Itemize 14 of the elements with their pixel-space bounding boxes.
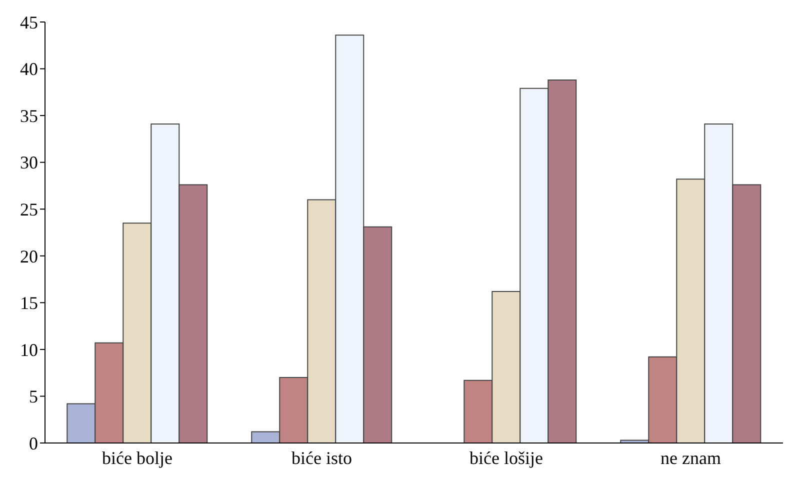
y-tick-label: 30	[20, 152, 38, 173]
y-tick-label: 5	[29, 386, 38, 407]
x-tick-label: ne znam	[660, 448, 721, 468]
x-tick-label: biće bolje	[102, 448, 172, 468]
y-tick-label: 15	[20, 293, 38, 314]
y-tick-label: 45	[20, 12, 38, 32]
y-tick-label: 20	[20, 246, 38, 266]
y-tick-label: 25	[20, 200, 38, 220]
y-tick-label: 40	[20, 59, 38, 80]
x-tick-label: biće lošije	[470, 448, 543, 468]
y-tick-label: 0	[29, 433, 38, 454]
y-tick-label: 35	[20, 106, 38, 126]
x-tick-label: biće isto	[292, 448, 352, 468]
y-tick-label: 10	[20, 340, 38, 360]
